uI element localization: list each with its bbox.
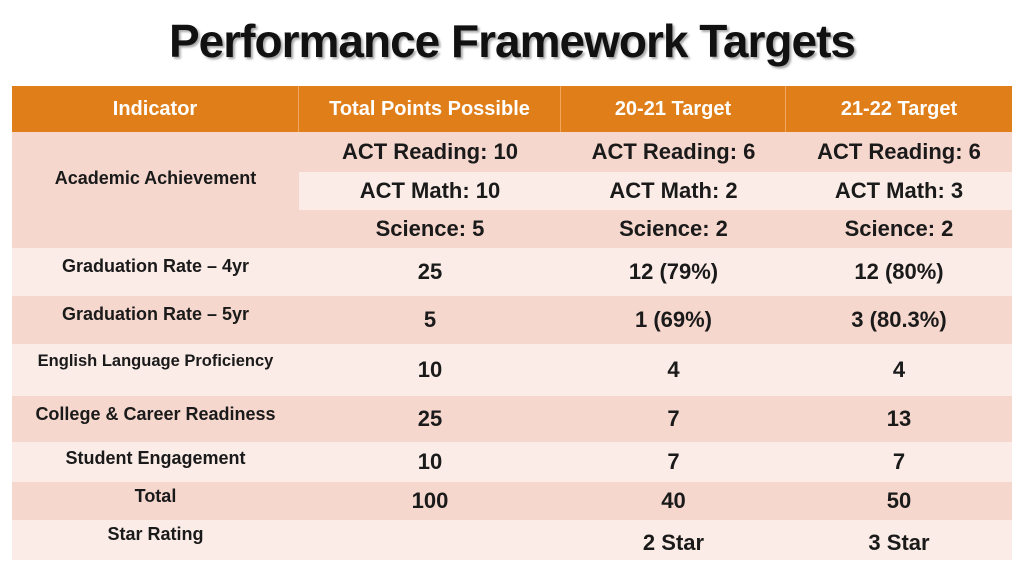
table-cell: 50 [886,488,912,513]
page-title: Performance Framework Targets [169,15,856,67]
indicator-label: Total [134,486,177,506]
indicator-label: English Language Proficiency [37,352,274,370]
table-cell: 1 (69%) [634,307,713,332]
indicator-label: Student Engagement [65,448,246,468]
table-row: Star Rating 2 Star 3 Star [12,520,1012,560]
table-cell: 25 [417,259,443,284]
table-row: Graduation Rate – 5yr 5 1 (69%) 3 (80.3%… [12,296,1012,344]
indicator-label: Graduation Rate – 4yr [61,256,250,276]
table-cell [299,520,561,560]
table-cell: 7 [667,406,680,431]
table-cell: 7 [667,449,680,474]
table-cell: 7 [892,449,906,474]
header-21-22-target: 21-22 Target [840,97,958,120]
table-cell: ACT Math: 2 [609,178,738,203]
table-cell: 12 (79%) [628,259,719,284]
indicator-label: Star Rating [107,524,204,544]
table-cell: ACT Reading: 10 [341,139,519,164]
table-cell: 10 [417,449,443,474]
table-cell: ACT Reading: 6 [591,139,756,164]
header-total-points: Total Points Possible [299,86,561,132]
table-cell: 100 [411,488,449,513]
table-cell: ACT Math: 10 [359,178,501,203]
table-row: English Language Proficiency 10 4 4 [12,344,1012,396]
table-cell: Science: 2 [619,216,728,241]
table-row: Graduation Rate – 4yr 25 12 (79%) 12 (80… [12,248,1012,296]
table-cell: 10 [417,357,443,382]
table-cell: 13 [886,406,912,431]
table-cell: Science: 5 [375,216,485,241]
table-header-row: Indicator Total Points Possible 20-21 Ta… [12,86,1012,132]
table-cell: 25 [417,406,443,431]
table-cell: 4 [667,357,680,382]
table-cell: ACT Math: 3 [834,178,964,203]
table-cell: Science: 2 [844,216,954,241]
table-cell: 2 Star [642,530,705,555]
table-row: Total 100 40 50 [12,482,1012,520]
table-cell: 3 (80.3%) [851,307,947,332]
header-20-21-target: 20-21 Target [561,86,786,132]
academic-achievement-block: Academic Achievement ACT Reading: 10 ACT… [12,132,1012,248]
indicator-academic-achievement: Academic Achievement [54,168,257,188]
table-cell: 40 [661,488,686,513]
table-row: Student Engagement 10 7 7 [12,442,1012,482]
table-cell: ACT Reading: 6 [817,139,981,164]
indicator-label: Graduation Rate – 5yr [61,304,250,324]
table-cell: 4 [892,357,906,382]
table-cell: 5 [423,307,437,332]
table-row: College & Career Readiness 25 7 13 [12,396,1012,442]
indicator-label: College & Career Readiness [35,404,276,424]
header-indicator: Indicator [12,86,299,132]
table-cell: 3 Star [868,530,930,555]
table-cell: 12 (80%) [854,259,944,284]
